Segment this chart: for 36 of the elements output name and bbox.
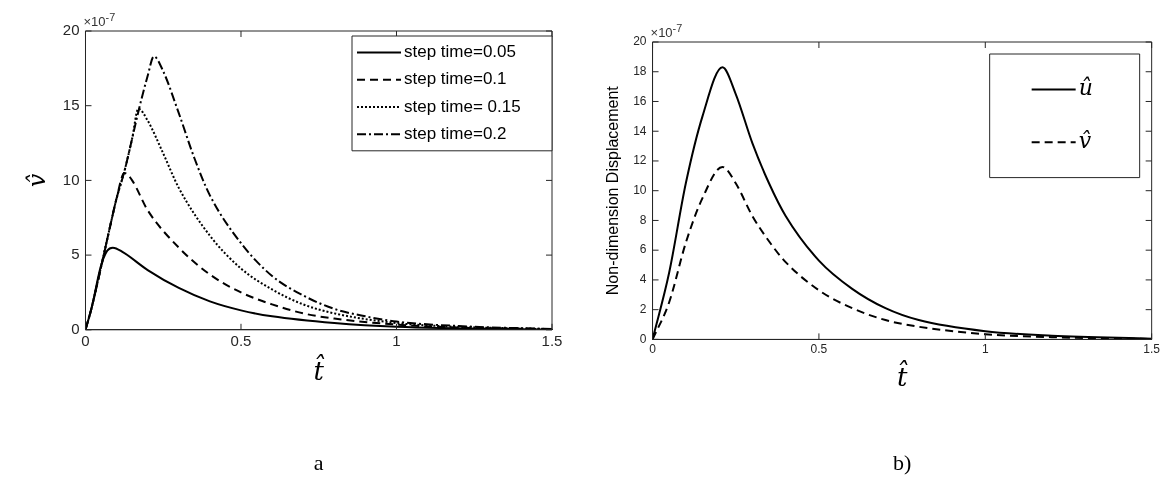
legend-label: step time=0.2 (404, 123, 507, 143)
text: ×10$^{-7}$ (83, 11, 116, 30)
y-axis-title: v̂ (22, 173, 51, 188)
legend-label: step time= 0.15 (404, 96, 521, 116)
x-tick-label: 0.5 (810, 341, 828, 356)
y-tick-label: 5 (71, 245, 80, 263)
legend-label: step time=0.05 (404, 42, 516, 62)
y-tick-label: 16 (633, 93, 647, 108)
y-tick-label: 14 (633, 123, 647, 138)
y-axis-title: Non-dimension Displacement (604, 85, 622, 296)
y-tick-label: 10 (62, 170, 80, 188)
x-tick-label: 0.5 (230, 331, 252, 349)
text: ×10$^{-7}$ (650, 22, 683, 41)
legend-label: û (1078, 75, 1093, 101)
y-tick-label: 15 (62, 95, 80, 113)
y-tick-label: 20 (633, 34, 647, 49)
x-axis-title: t̂ (313, 353, 326, 387)
legend-label: step time=0.1 (404, 69, 507, 89)
x-tick-label: 1 (392, 331, 401, 349)
y-tick-label: 6 (639, 242, 647, 257)
text: b) (892, 450, 912, 476)
y-tick-label: 20 (62, 21, 80, 39)
legend-label: v̂ (1078, 127, 1092, 153)
x-tick-label: 1.5 (541, 331, 563, 349)
y-tick-label: 0 (71, 319, 80, 337)
y-tick-label: 4 (639, 272, 647, 287)
x-tick-label: 0 (649, 341, 657, 356)
x-tick-label: 1 (981, 341, 989, 356)
y-tick-label: 12 (633, 153, 647, 168)
text: a (313, 450, 324, 476)
y-tick-label: 8 (639, 212, 647, 227)
y-tick-label: 18 (633, 64, 647, 79)
y-tick-label: 2 (639, 301, 647, 316)
x-tick-label: 1.5 (1143, 341, 1161, 356)
x-axis-title: t̂ (896, 359, 909, 393)
y-tick-label: 10 (633, 183, 647, 198)
